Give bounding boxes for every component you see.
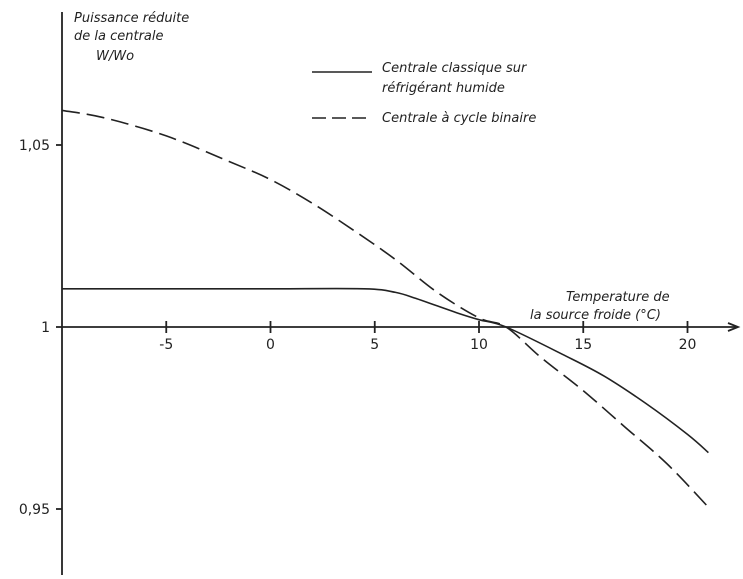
y-axis-title-line-2: de la centrale — [74, 29, 164, 44]
y-tick-label: 0,95 — [19, 502, 50, 518]
x-tick-label: 5 — [370, 337, 379, 353]
legend-label-classique-line-1: Centrale classique sur — [382, 61, 528, 76]
x-tick-label: 15 — [574, 337, 592, 353]
y-axis-title-line-1: Puissance réduite — [74, 11, 189, 26]
y-axis-title-line-3: W/Wo — [96, 49, 134, 64]
series-line-classique — [62, 287, 709, 454]
y-tick-label: 1,05 — [19, 138, 50, 154]
x-axis-title-line-1: Temperature de — [566, 290, 670, 305]
x-axis-arrow — [727, 322, 741, 332]
x-tick-label: -5 — [159, 337, 173, 353]
x-axis-title-line-2: la source froide (°C) — [530, 308, 661, 323]
legend-label-binaire: Centrale à cycle binaire — [382, 111, 536, 126]
x-tick-label: 0 — [266, 337, 275, 353]
x-tick-label: 10 — [470, 337, 488, 353]
ticks: -5 0 5 10 15 20 0,95 1 1,05 — [19, 138, 697, 518]
series-line-cycle-binaire — [61, 109, 709, 508]
legend-label-classique-line-2: réfrigérant humide — [382, 81, 505, 96]
x-tick-label: 20 — [679, 337, 697, 353]
y-tick-label: 1 — [41, 320, 50, 336]
legend: Centrale classique sur réfrigérant humid… — [312, 61, 536, 126]
curves — [61, 109, 709, 508]
